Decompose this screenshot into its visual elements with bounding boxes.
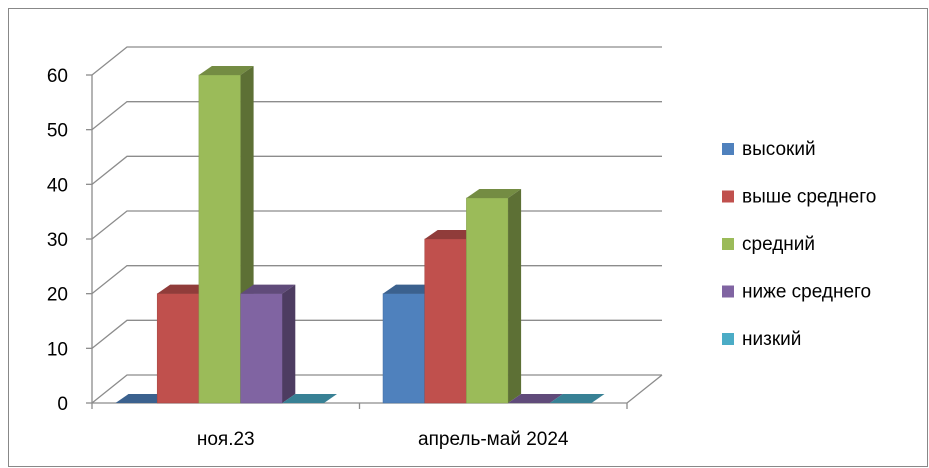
legend-swatch xyxy=(722,190,734,203)
legend-swatch xyxy=(722,285,734,298)
y-tick-label: 10 xyxy=(47,339,68,360)
y-tick-label: 20 xyxy=(47,285,68,306)
bar xyxy=(240,284,296,404)
y-tick-label: 0 xyxy=(57,394,68,415)
legend-label: низкий xyxy=(742,329,801,350)
legend-item: низкий xyxy=(722,329,801,350)
legend-label: высокий xyxy=(742,139,816,160)
bar xyxy=(549,394,605,403)
y-tick-label: 40 xyxy=(47,175,68,196)
gridline xyxy=(91,101,662,131)
legend-label: выше среднего xyxy=(742,187,876,208)
legend-swatch xyxy=(722,333,734,345)
y-tick-label: 60 xyxy=(47,66,68,87)
legend-swatch xyxy=(722,143,734,155)
y-tick-label: 50 xyxy=(47,121,68,142)
bars xyxy=(115,66,605,404)
gridline xyxy=(91,210,662,240)
legend-swatch xyxy=(722,238,734,250)
bar xyxy=(466,189,522,404)
x-tick-label: ноя.23 xyxy=(197,429,255,450)
legend-item: средний xyxy=(722,234,815,255)
bar xyxy=(115,394,171,403)
legend-item: выше среднего xyxy=(722,187,876,208)
x-tick-labels: ноя.23 апрель-май 2024 xyxy=(197,429,569,450)
gridline xyxy=(91,46,662,76)
x-tick-label: апрель-май 2024 xyxy=(418,429,569,450)
legend-item: высокий xyxy=(722,139,816,160)
y-tick-label: 30 xyxy=(47,230,68,251)
legend-label: ниже среднего xyxy=(742,282,871,303)
bar xyxy=(282,394,337,403)
legend: высокий выше среднего средний ниже среднего… xyxy=(722,139,876,350)
legend-item: ниже среднего xyxy=(722,282,871,303)
bar xyxy=(508,394,563,403)
gridline xyxy=(91,155,662,185)
y-tick-labels: 0 10 20 30 40 50 60 xyxy=(47,66,68,415)
legend-label: средний xyxy=(742,234,815,255)
